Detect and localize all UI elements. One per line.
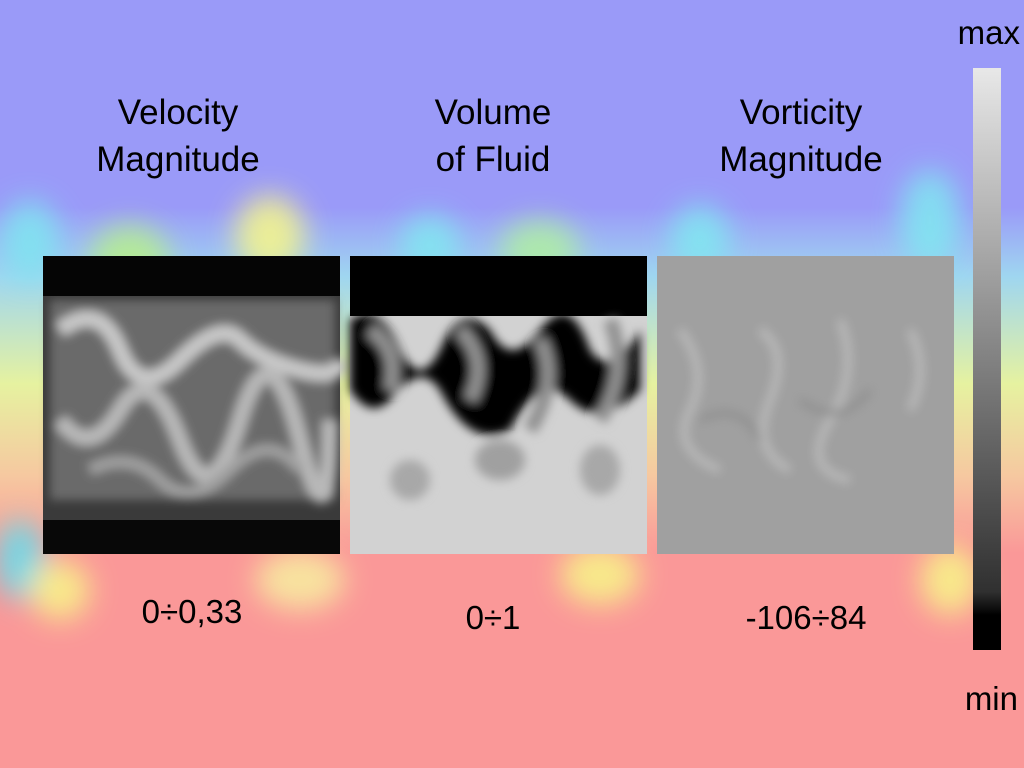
range-label: 0÷0,33 bbox=[141, 593, 243, 630]
title-line: Magnitude bbox=[719, 140, 883, 179]
title-line: Velocity bbox=[117, 93, 239, 132]
panel-title: Velocity Magnitude bbox=[28, 89, 328, 183]
range-label: -106÷84 bbox=[745, 599, 867, 636]
title-line: Magnitude bbox=[96, 140, 260, 179]
title-line: Vorticity bbox=[739, 93, 863, 132]
colorbar-min: min bbox=[964, 680, 1018, 717]
title-line: of Fluid bbox=[435, 140, 551, 179]
colorbar-max: max bbox=[957, 14, 1020, 51]
title-line: Volume bbox=[434, 93, 552, 132]
range-label: 0÷1 bbox=[465, 599, 521, 636]
panel-title: Vorticity Magnitude bbox=[651, 89, 951, 183]
panel-title: Volume of Fluid bbox=[343, 89, 643, 183]
